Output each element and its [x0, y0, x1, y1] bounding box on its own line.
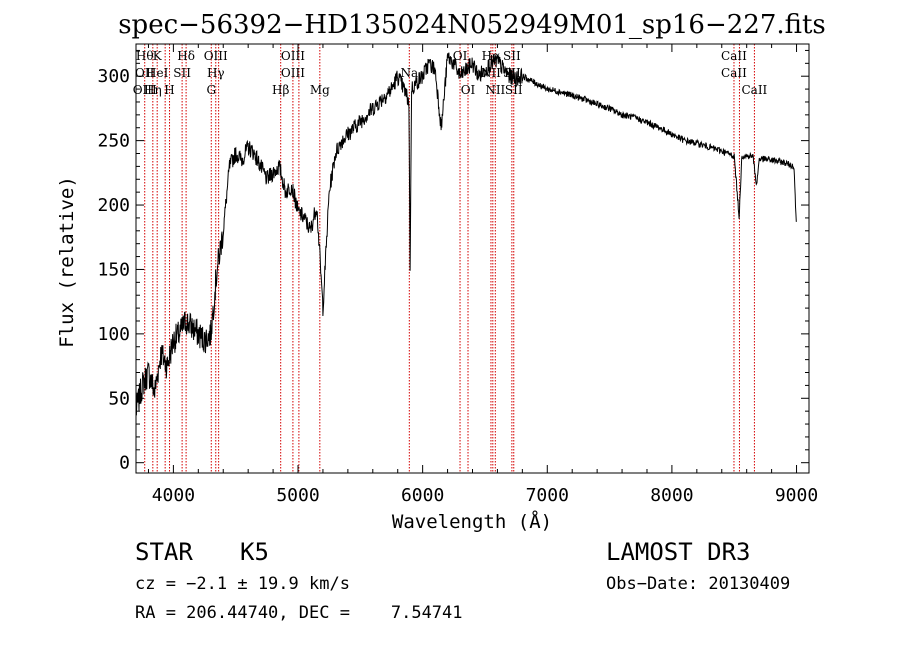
x-axis: 4000 5000 6000 7000 8000 9000: [147, 44, 818, 506]
line-label: CaII: [741, 83, 767, 97]
chart-title: spec−56392−HD135024N052949M01_sp16−227.f…: [118, 10, 826, 40]
line-label: Hδ: [177, 49, 195, 63]
line-label: HeI: [146, 66, 169, 80]
ra-dec-coordinates: RA = 206.44740, DEC = 7.54741: [135, 603, 463, 623]
line-label: OIII: [281, 49, 305, 63]
object-subclass: K5: [240, 538, 269, 566]
line-label: Hβ: [272, 83, 289, 97]
x-axis-label: Wavelength (Å): [392, 510, 552, 533]
emission-line-labels: HθOIIOIIIHηKHeIHSIIHδGOIIIHγHβOIIIOIIIMg…: [133, 49, 768, 97]
x-tick-label: 5000: [276, 485, 319, 506]
x-tick-label: 9000: [775, 485, 818, 506]
x-tick-label: 6000: [401, 485, 444, 506]
observation-date: Obs−Date: 20130409: [606, 574, 791, 594]
line-label: K: [153, 49, 163, 63]
x-tick-label: 4000: [152, 485, 195, 506]
x-tick-label: 8000: [650, 485, 693, 506]
spectrum-line: [135, 52, 797, 416]
line-label: OIII: [281, 66, 305, 80]
line-label: OI: [453, 49, 468, 63]
y-tick-label: 100: [97, 324, 130, 345]
y-tick-label: 150: [97, 259, 130, 280]
line-label: SII: [173, 66, 191, 80]
line-label: Na: [400, 66, 418, 80]
y-axis-label: Flux (relative): [56, 176, 78, 348]
line-label: G: [206, 83, 216, 97]
y-tick-label: 300: [97, 66, 130, 87]
line-label: OIII: [133, 83, 157, 97]
line-label: SII: [505, 83, 523, 97]
line-label: OI: [461, 83, 476, 97]
y-tick-label: 250: [97, 131, 130, 152]
object-type: STAR: [135, 538, 193, 566]
line-label: OIII: [204, 49, 228, 63]
line-label: Hγ: [207, 66, 225, 80]
y-tick-label: 0: [119, 453, 130, 474]
emission-line-markers: [144, 44, 755, 473]
redshift-cz: cz = −2.1 ± 19.9 km/s: [135, 574, 350, 594]
plot-frame: [135, 43, 810, 474]
survey-name: LAMOST DR3: [606, 538, 751, 566]
x-tick-label: 7000: [526, 485, 569, 506]
line-label: CaII: [721, 66, 747, 80]
y-tick-label: 200: [97, 195, 130, 216]
y-tick-label: 50: [108, 388, 130, 409]
line-label: CaII: [721, 49, 747, 63]
line-label: NII: [485, 83, 505, 97]
line-label: Hθ: [136, 49, 154, 63]
line-label: H: [164, 83, 174, 97]
y-axis: 0 50 100 150 200 250 300: [97, 49, 809, 474]
line-label: Hη: [144, 83, 162, 97]
line-label: SII: [503, 49, 521, 63]
line-label: Mg: [310, 83, 330, 97]
